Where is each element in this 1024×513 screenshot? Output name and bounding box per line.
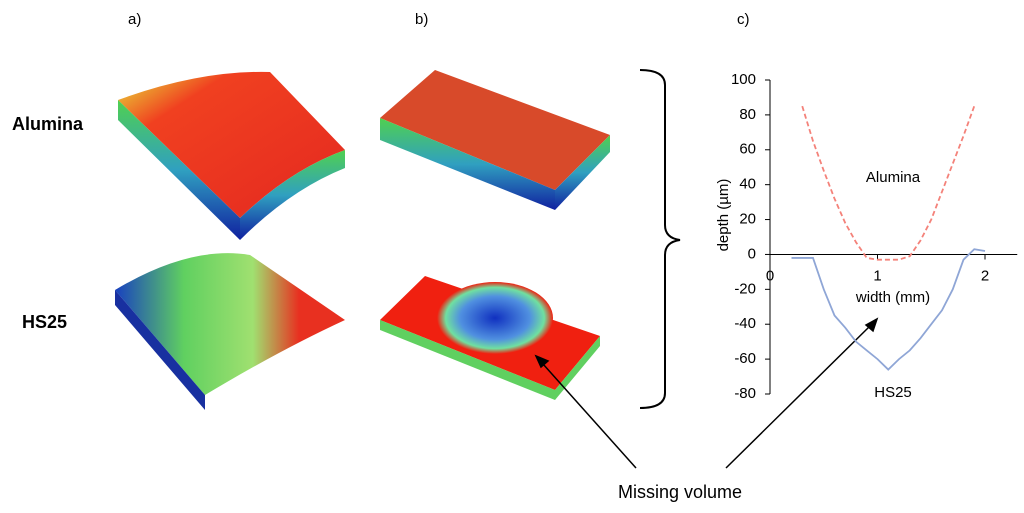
arrows [534, 317, 879, 469]
series-label: HS25 [874, 384, 912, 401]
series-line [801, 105, 976, 261]
y-axis-label: depth (µm) [715, 179, 732, 252]
y-tick-label: 40 [739, 176, 756, 193]
x-tick-label: 0 [766, 267, 774, 284]
y-tick-label: 20 [739, 211, 756, 228]
series-line [791, 248, 986, 371]
row-label: HS25 [22, 312, 67, 332]
series-label: Alumina [866, 169, 921, 186]
y-tick-label: 60 [739, 141, 756, 158]
y-tick-label: 80 [739, 106, 756, 123]
x-tick-label: 2 [981, 267, 989, 284]
y-tick-label: 0 [748, 245, 756, 262]
row-label: Alumina [12, 114, 84, 134]
y-tick-label: -60 [734, 350, 756, 367]
y-tick-label: -80 [734, 385, 756, 402]
surface-images [115, 70, 610, 410]
annotation: Missing volume [618, 482, 742, 502]
y-tick-label: -20 [734, 280, 756, 297]
y-tick-label: 100 [731, 71, 756, 88]
x-tick-label: 1 [873, 267, 881, 284]
panel-label: b) [415, 11, 428, 28]
y-tick-label: -40 [734, 315, 756, 332]
x-axis-label: width (mm) [855, 289, 930, 306]
panel-label: a) [128, 11, 141, 28]
panel-label: c) [737, 11, 750, 28]
bracket [639, 69, 681, 409]
